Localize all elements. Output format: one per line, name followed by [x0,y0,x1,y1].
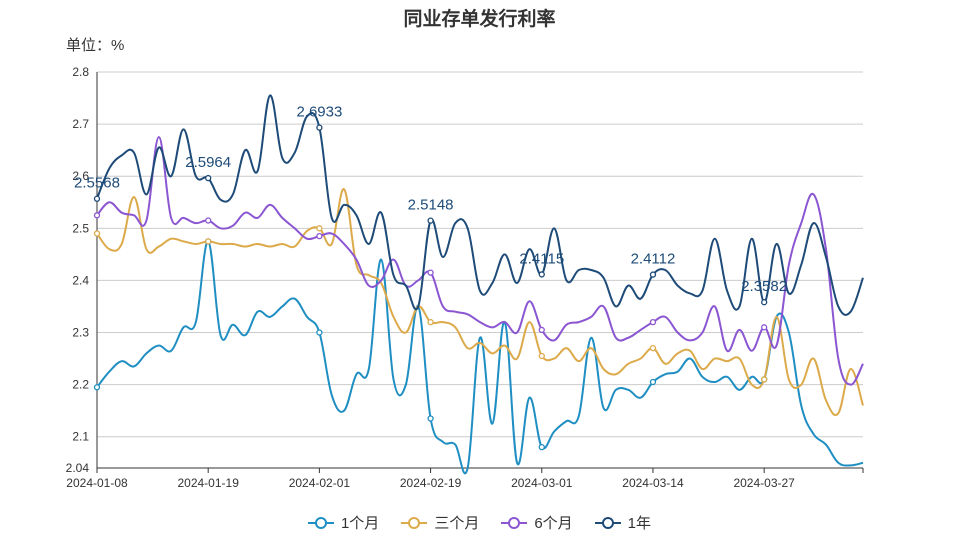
y-tick-label: 2.5 [72,221,89,235]
axes: 2.04 2.1 2.2 2.3 2.4 2.5 2.6 2.7 2.8 2024-01-08 20… [66,65,864,490]
y-tick-label: 2.8 [72,65,89,79]
series-line-1 [96,240,864,475]
data-point [316,225,323,232]
legend-label: 1个月 [340,515,380,532]
data-point [93,230,101,237]
legend-label: 6个月 [534,515,573,532]
data-point [538,271,545,278]
legend-item[interactable]: 1个月 [307,512,380,533]
y-tick-label: 2.6 [72,169,89,183]
y-tick-label: 2.04 [66,461,90,475]
x-tick-label: 2024-02-19 [400,476,462,490]
x-tick-label: 2024-01-08 [66,476,128,490]
legend: 1个月 三个月 6个月 1年 [0,512,959,533]
data-point [93,384,101,391]
y-tick-label: 2.1 [72,430,89,444]
data-point [205,174,212,182]
data-label: 2.5148 [408,197,454,214]
legend-item[interactable]: 三个月 [401,512,479,533]
legend-item[interactable]: 6个月 [501,512,573,533]
data-point [538,326,545,334]
x-tick-label: 2024-02-01 [289,476,351,490]
data-point [93,212,101,219]
data-label: 2.6933 [296,104,342,121]
y-tick-label: 2.4 [72,273,89,287]
legend-symbol-icon [501,516,528,529]
legend-label: 1年 [627,515,652,532]
x-tick-label: 2024-03-27 [733,476,795,490]
data-point [427,415,434,422]
legend-item[interactable]: 1年 [594,512,652,533]
series-line-2 [96,188,864,417]
x-tick-label: 2024-03-14 [622,476,684,490]
data-point [761,324,768,331]
grid-lines [97,71,863,438]
legend-label: 三个月 [434,515,480,532]
y-tick-label: 2.7 [72,117,89,131]
legend-symbol-icon [307,516,334,529]
chart-title: 同业存单发行利率 [403,9,556,30]
unit-label: 单位：% [66,37,125,54]
data-label: 2.5568 [74,175,120,192]
legend-symbol-icon [594,516,621,529]
data-label: 2.4112 [631,251,676,268]
x-tick-label: 2024-01-19 [177,476,239,490]
data-point [649,271,657,278]
data-point [649,345,657,352]
series-lines [96,94,864,475]
data-point [205,238,212,245]
data-point [316,232,323,240]
data-point [538,444,545,451]
y-tick-label: 2.3 [72,326,89,340]
data-point [93,195,101,202]
y-tick-label: 2.2 [72,378,89,392]
data-point [649,318,657,326]
data-point [205,217,212,224]
data-point [316,124,323,131]
data-label: 2.4115 [519,250,564,267]
data-point [316,329,323,336]
x-tick-label: 2024-03-01 [511,476,573,490]
data-labels: 2.5568 2.5964 2.6933 2.5148 2.4115 2.4112 2.35… [74,104,787,296]
legend-symbol-icon [401,516,428,529]
data-point [649,378,657,386]
data-point [427,217,434,224]
data-point [761,299,768,306]
markers [93,124,768,451]
data-label: 2.5964 [185,154,231,171]
data-point [427,318,434,326]
series-line-4 [96,94,864,316]
data-point [538,352,545,360]
series-line-3 [96,136,864,386]
data-label: 2.3582 [741,278,787,295]
data-point [427,269,434,276]
data-point [761,376,768,383]
